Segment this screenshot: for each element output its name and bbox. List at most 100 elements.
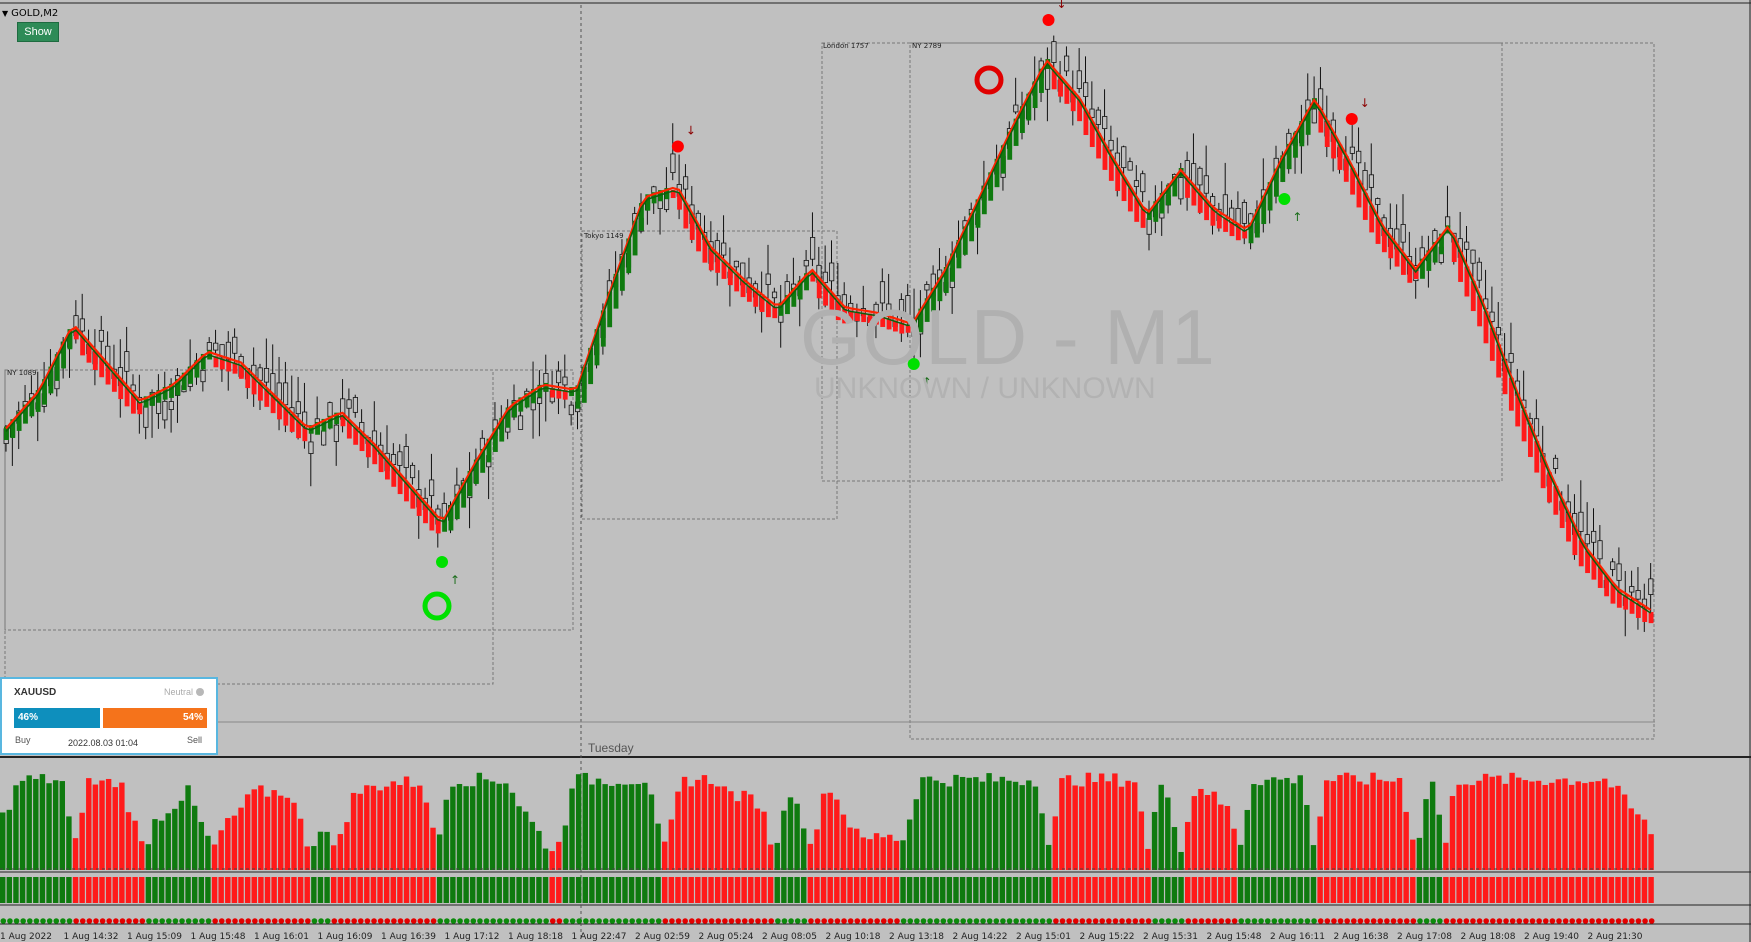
histogram-bar-bear: [1489, 776, 1495, 870]
histogram-bar-bear: [1145, 848, 1151, 870]
signal-dot: [556, 918, 563, 924]
trend-bar-bear: [1553, 486, 1559, 515]
signal-dot: [576, 918, 583, 924]
histogram-bar-bull: [774, 842, 780, 870]
histogram-bar-bull: [450, 786, 456, 870]
trend-bar-bear: [734, 273, 740, 292]
signal-dot: [1364, 918, 1370, 924]
show-button[interactable]: Show: [17, 22, 59, 42]
signal-dot: [794, 918, 801, 924]
signal-dot: [927, 918, 933, 924]
histogram-bar-bull: [1012, 781, 1019, 870]
candle-body: [1076, 70, 1082, 89]
signal-strip-bar: [463, 877, 469, 903]
histogram-bar-bull: [516, 806, 522, 870]
trend-bar-bear: [867, 313, 873, 324]
candle-body: [308, 441, 314, 454]
signal-strip-bar: [834, 877, 840, 903]
trend-bar-bear: [721, 261, 727, 279]
trend-bar-bear: [1318, 110, 1324, 133]
signal-strip-bar: [589, 877, 595, 903]
signal-dot: [1331, 918, 1337, 924]
candle-body: [1108, 139, 1114, 151]
signal-dot: [152, 918, 159, 924]
signal-dot: [205, 918, 212, 924]
signal-dot: [53, 918, 60, 924]
trend-bar-bear: [1521, 409, 1527, 442]
histogram-bar-bear: [1204, 795, 1211, 870]
histogram-bar-bear: [304, 846, 310, 870]
dropdown-triangle-icon[interactable]: ▼: [2, 9, 9, 18]
time-axis-label: 1 Aug 16:09: [317, 932, 373, 942]
time-axis-label: 1 Aug 22:47: [571, 932, 627, 942]
signal-strip-bar: [1257, 877, 1264, 903]
sentiment-widget[interactable]: XAUUSD Neutral 46% 54% Buy 2022.08.03 01…: [0, 677, 218, 755]
signal-dot: [1463, 918, 1470, 924]
histogram-bar-bear: [99, 780, 105, 870]
histogram-bar-bear: [1370, 772, 1376, 870]
histogram-bar-bear: [397, 785, 403, 870]
trend-bar-bear: [1515, 394, 1521, 427]
signal-dot: [1198, 918, 1205, 924]
candle-body: [1241, 201, 1247, 224]
trend-bar-bear: [873, 314, 879, 325]
sell-signal-dot: [671, 140, 684, 153]
histogram-bar-bull: [781, 810, 787, 870]
signal-dot: [1496, 918, 1503, 924]
candle-body: [721, 242, 727, 256]
signal-strip-bar: [993, 877, 999, 903]
moving-average-line-2: [5, 62, 1652, 614]
signal-dot: [457, 918, 463, 924]
signal-strip-bar: [582, 877, 588, 903]
trend-bar-bear: [423, 504, 428, 524]
trend-bar-bull: [61, 341, 66, 369]
signal-strip-bar: [251, 877, 257, 903]
signal-strip-bar: [1482, 877, 1489, 903]
trend-bar-bear: [1508, 377, 1514, 411]
signal-strip-bar: [112, 877, 118, 903]
signal-dot: [371, 918, 377, 924]
signal-dot: [530, 918, 536, 924]
histogram-bar-bear: [112, 787, 118, 870]
signal-strip-bar: [847, 877, 853, 903]
trend-bar-bear: [1242, 230, 1248, 239]
signal-dot: [1251, 918, 1258, 924]
trend-bar-bull: [1274, 168, 1279, 197]
histogram-bar-bull: [1006, 780, 1012, 870]
signal-strip-bar: [476, 877, 483, 903]
trend-bar-bear: [689, 214, 695, 240]
trend-bar-bear: [854, 311, 860, 322]
signal-strip-bar: [152, 877, 158, 903]
candle-body: [346, 399, 352, 409]
signal-dot: [444, 918, 450, 924]
histogram-bar-bull: [6, 809, 13, 870]
time-axis-label: 1 Aug 2022: [0, 932, 52, 942]
signal-dot: [1549, 918, 1556, 924]
signal-strip-bar: [940, 877, 946, 903]
trend-bar-bear: [1528, 425, 1533, 457]
trend-bar-bear: [835, 301, 841, 321]
signal-strip-bar: [668, 877, 675, 903]
trend-bar-bear: [219, 358, 225, 370]
histogram-bar-bear: [1079, 786, 1085, 870]
signal-dot: [1370, 918, 1377, 924]
signal-strip-bar: [350, 877, 357, 903]
signal-dot: [980, 918, 986, 924]
trend-bar-bull: [181, 372, 187, 391]
candle-body: [1553, 457, 1559, 469]
signal-dot: [1006, 918, 1013, 924]
trend-bar-bull: [143, 396, 149, 408]
signal-strip-bar: [1469, 877, 1476, 903]
signal-strip-bar: [1509, 877, 1515, 903]
histogram-bar-bull: [1416, 837, 1423, 870]
signal-dot: [1119, 918, 1125, 924]
histogram-bar-bear: [132, 820, 138, 870]
signal-dot: [1139, 918, 1145, 924]
trend-bar-bull: [1020, 106, 1025, 133]
candle-body: [1095, 109, 1101, 125]
trend-bar-bull: [1299, 121, 1305, 147]
signal-strip-bar: [1621, 877, 1628, 903]
signal-dot: [344, 918, 351, 924]
